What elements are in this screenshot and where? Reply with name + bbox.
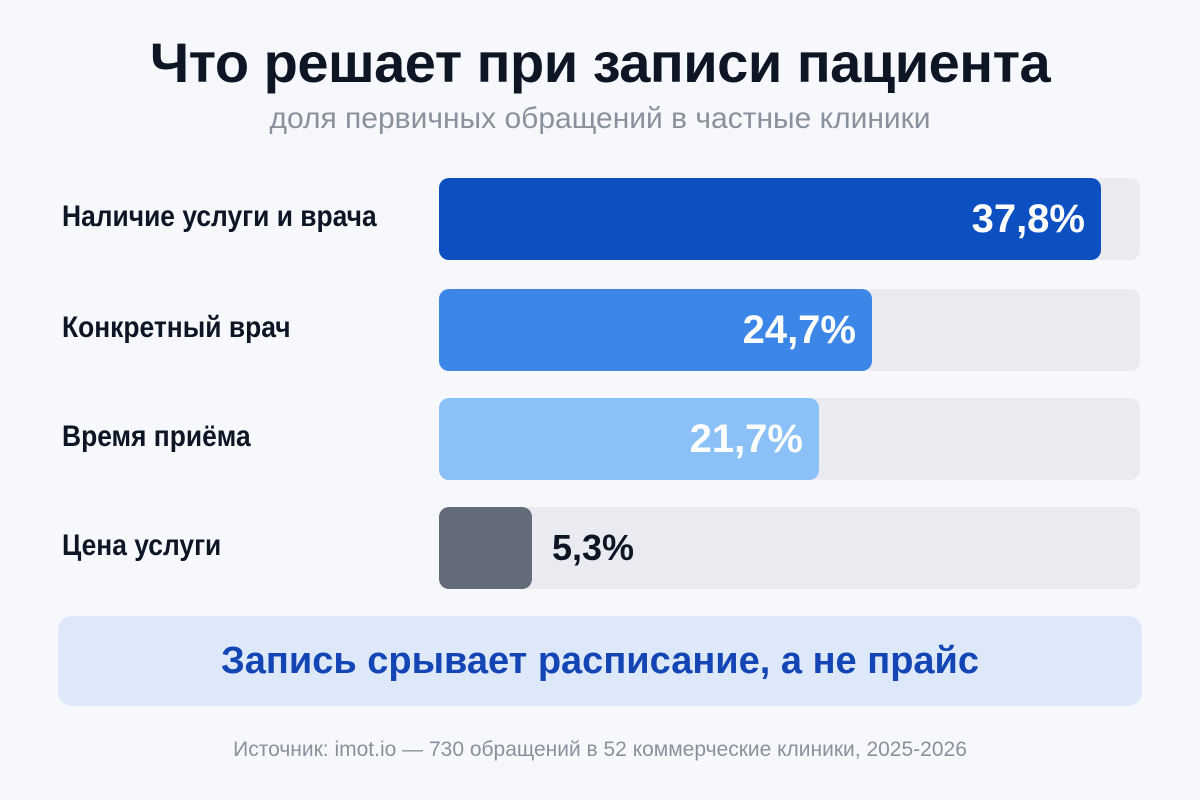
bar-value-label: 21,7% <box>689 417 803 461</box>
callout-banner: Запись срывает расписание, а не прайс <box>58 616 1142 706</box>
source-note: Источник: imot.io — 730 обращений в 52 к… <box>233 738 967 761</box>
bar-value-label: 5,3% <box>552 527 635 568</box>
bar-track: 24,7% <box>439 289 1140 371</box>
callout-text: Запись срывает расписание, а не прайс <box>220 640 980 682</box>
category-label: Время приёма <box>62 420 251 453</box>
bar-track: 21,7% <box>439 398 1140 480</box>
bar-chart: Наличие услуги и врача 37,8% Конкретный вр… <box>62 178 1140 589</box>
category-label: Наличие услуги и врача <box>62 200 377 233</box>
chart-subtitle: доля первичных обращений в частные клини… <box>269 102 931 135</box>
bar-track: 5,3% <box>439 507 1140 589</box>
bar-value-label: 24,7% <box>742 308 856 352</box>
category-label: Конкретный врач <box>62 311 291 344</box>
bar <box>439 289 872 371</box>
bar <box>439 507 532 589</box>
bar <box>439 398 819 480</box>
chart-title: Что решает при записи пациента <box>149 31 1051 94</box>
bar-value-label: 37,8% <box>971 197 1085 241</box>
bar <box>439 178 1101 260</box>
bar-track: 37,8% <box>439 178 1140 260</box>
category-label: Цена услуги <box>62 529 222 562</box>
